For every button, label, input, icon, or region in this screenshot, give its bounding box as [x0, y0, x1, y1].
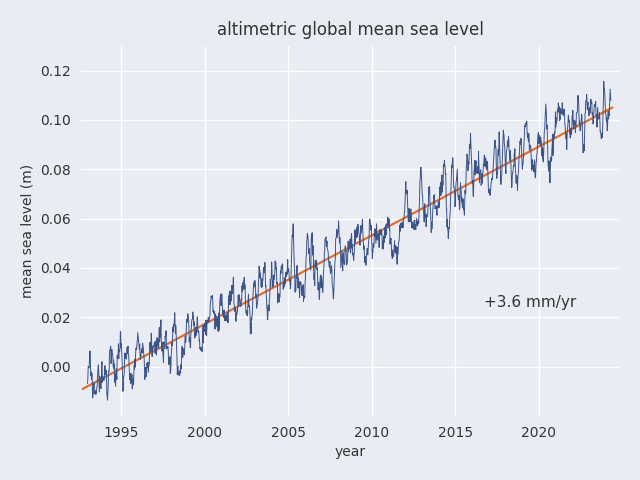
X-axis label: year: year [335, 445, 365, 459]
Title: altimetric global mean sea level: altimetric global mean sea level [216, 21, 483, 39]
Y-axis label: mean sea level (m): mean sea level (m) [21, 164, 35, 298]
Text: +3.6 mm/yr: +3.6 mm/yr [484, 295, 577, 310]
